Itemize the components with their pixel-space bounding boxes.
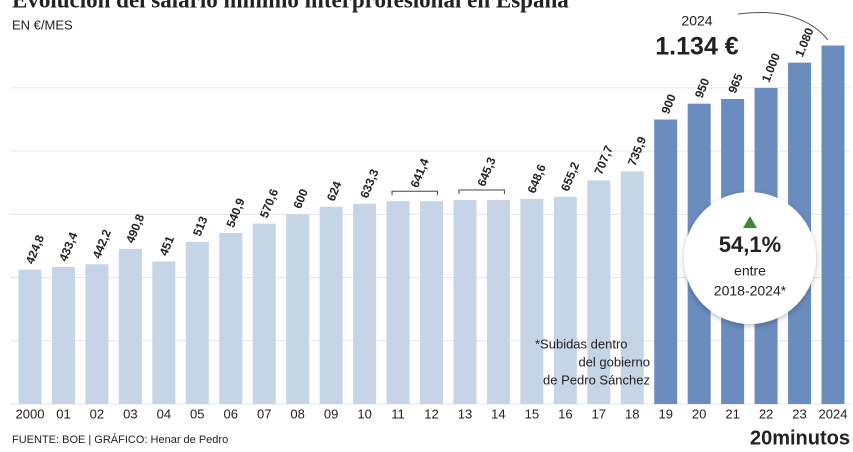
bar — [620, 171, 644, 404]
chart-title: Evolución del salario mínimo interprofes… — [12, 0, 569, 12]
note: del gobierno — [578, 354, 650, 369]
value-label: 624 — [324, 179, 345, 203]
value-label: 433,4 — [56, 230, 80, 263]
bar — [821, 45, 845, 404]
x-tick-label: 18 — [625, 406, 639, 421]
bar — [252, 223, 276, 404]
value-label: 1.080 — [792, 26, 816, 59]
circle-value: 54,1% — [719, 232, 781, 257]
x-tick-label: 2024 — [819, 406, 848, 421]
value-label: 1.000 — [759, 51, 783, 84]
value-label: 965 — [725, 71, 746, 95]
value-label: 648,6 — [525, 162, 549, 195]
bar — [219, 233, 243, 404]
x-tick-label: 09 — [324, 406, 338, 421]
value-label: 645,3 — [474, 155, 498, 188]
arc — [737, 11, 829, 41]
value-label: 451 — [157, 234, 178, 258]
source: FUENTE: BOE | GRÁFICO: Henar de Pedro — [12, 433, 228, 446]
value-label: 900 — [658, 92, 679, 116]
value-label: 707,7 — [592, 143, 616, 176]
x-tick-label: 12 — [424, 406, 438, 421]
bar — [587, 180, 611, 404]
x-tick-label: 17 — [592, 406, 606, 421]
value-label: 600 — [290, 187, 311, 211]
x-tick-label: 19 — [658, 406, 672, 421]
note: de Pedro Sánchez — [543, 372, 650, 387]
bar — [85, 264, 109, 404]
x-tick-label: 11 — [391, 406, 405, 421]
bar — [520, 198, 544, 404]
value-label: 424,8 — [23, 233, 47, 266]
x-tick-label: 16 — [558, 406, 572, 421]
value-label: 442,2 — [90, 227, 114, 260]
x-tick-label: 03 — [123, 406, 137, 421]
circle-text: 2018-2024* — [714, 283, 787, 299]
x-tick-label: 05 — [190, 406, 204, 421]
logo: 20minutos — [750, 427, 850, 449]
value-label: 655,2 — [558, 160, 582, 193]
up-arrow — [743, 216, 757, 228]
bar — [286, 214, 310, 404]
annotation-year: 2024 — [681, 13, 712, 29]
value-label: 570,6 — [257, 187, 281, 220]
value-label: 641,4 — [408, 156, 432, 189]
bar — [185, 241, 209, 404]
x-tick-label: 02 — [90, 406, 104, 421]
bar — [654, 119, 678, 404]
x-tick-label: 06 — [224, 406, 238, 421]
x-tick-label: 15 — [525, 406, 539, 421]
bracket — [458, 189, 505, 195]
value-label: 490,8 — [123, 212, 147, 245]
bar — [486, 200, 510, 404]
x-tick-label: 21 — [725, 406, 739, 421]
value-label-highlight: 1.134 € — [655, 33, 739, 61]
circle-callout: 54,1% entre 2018-2024* — [684, 192, 816, 324]
x-tick-label: 13 — [458, 406, 472, 421]
x-tick-label: 23 — [792, 406, 806, 421]
bar — [319, 206, 343, 404]
circle — [684, 192, 816, 324]
value-label: 950 — [692, 76, 713, 100]
bar — [51, 267, 75, 404]
note: *Subidas dentro — [535, 336, 628, 351]
x-tick-label: 2000 — [16, 406, 45, 421]
bar — [420, 201, 443, 404]
x-tick-label: 07 — [257, 406, 271, 421]
bracket — [391, 190, 438, 196]
bar — [18, 269, 42, 404]
circle-text: entre — [734, 263, 766, 279]
subtitle: EN €/MES — [12, 17, 73, 32]
x-tick-label: 14 — [491, 406, 505, 421]
bar — [353, 203, 377, 404]
x-tick-label: 04 — [157, 406, 171, 421]
bar — [553, 196, 577, 404]
bar — [453, 200, 477, 404]
bar — [386, 201, 410, 404]
x-tick-label: 22 — [759, 406, 773, 421]
value-label: 540,9 — [223, 196, 247, 229]
x-tick-label: 20 — [692, 406, 706, 421]
x-tick-label: 10 — [357, 406, 371, 421]
value-label: 633,3 — [357, 167, 381, 200]
bar — [152, 261, 176, 404]
x-tick-label: 01 — [56, 406, 70, 421]
bar — [118, 248, 142, 404]
x-tick-label: 08 — [290, 406, 304, 421]
value-label: 513 — [190, 214, 211, 238]
